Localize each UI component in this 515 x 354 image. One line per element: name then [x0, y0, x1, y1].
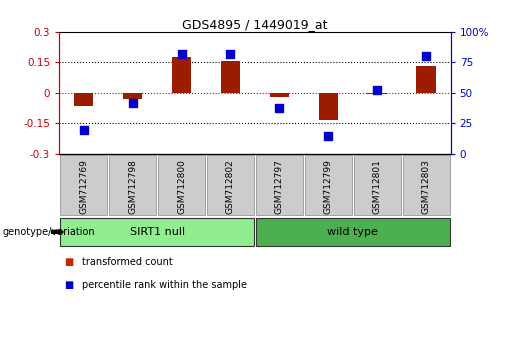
- Text: GSM712797: GSM712797: [275, 159, 284, 214]
- Point: [373, 88, 381, 93]
- Point: [177, 51, 185, 57]
- Text: GSM712798: GSM712798: [128, 159, 137, 214]
- Text: genotype/variation: genotype/variation: [3, 227, 95, 237]
- Bar: [318, 93, 338, 120]
- Text: GSM712803: GSM712803: [422, 159, 431, 214]
- FancyBboxPatch shape: [403, 155, 450, 215]
- FancyBboxPatch shape: [60, 217, 254, 246]
- FancyBboxPatch shape: [305, 155, 352, 215]
- Bar: [171, 57, 191, 93]
- Bar: [123, 93, 142, 99]
- Point: [128, 100, 136, 105]
- Text: ■: ■: [64, 257, 74, 267]
- FancyBboxPatch shape: [109, 155, 156, 215]
- FancyBboxPatch shape: [207, 155, 254, 215]
- Text: ■: ■: [64, 280, 74, 290]
- Text: GSM712769: GSM712769: [79, 159, 88, 214]
- Title: GDS4895 / 1449019_at: GDS4895 / 1449019_at: [182, 18, 328, 31]
- Bar: [74, 93, 94, 106]
- FancyBboxPatch shape: [354, 155, 401, 215]
- FancyBboxPatch shape: [60, 155, 107, 215]
- Bar: [269, 93, 289, 97]
- Text: percentile rank within the sample: percentile rank within the sample: [82, 280, 247, 290]
- Text: GSM712802: GSM712802: [226, 159, 235, 214]
- Text: SIRT1 null: SIRT1 null: [129, 227, 185, 237]
- Point: [324, 133, 333, 138]
- Text: GSM712800: GSM712800: [177, 159, 186, 214]
- Point: [79, 127, 88, 132]
- FancyBboxPatch shape: [256, 217, 450, 246]
- Bar: [220, 61, 240, 93]
- Point: [226, 51, 234, 57]
- Text: transformed count: transformed count: [82, 257, 173, 267]
- Bar: [367, 93, 387, 94]
- Text: wild type: wild type: [328, 227, 378, 237]
- Point: [275, 105, 283, 110]
- Text: GSM712801: GSM712801: [373, 159, 382, 214]
- Bar: [416, 67, 436, 93]
- FancyBboxPatch shape: [256, 155, 303, 215]
- Text: GSM712799: GSM712799: [324, 159, 333, 214]
- Point: [422, 53, 430, 59]
- FancyBboxPatch shape: [158, 155, 205, 215]
